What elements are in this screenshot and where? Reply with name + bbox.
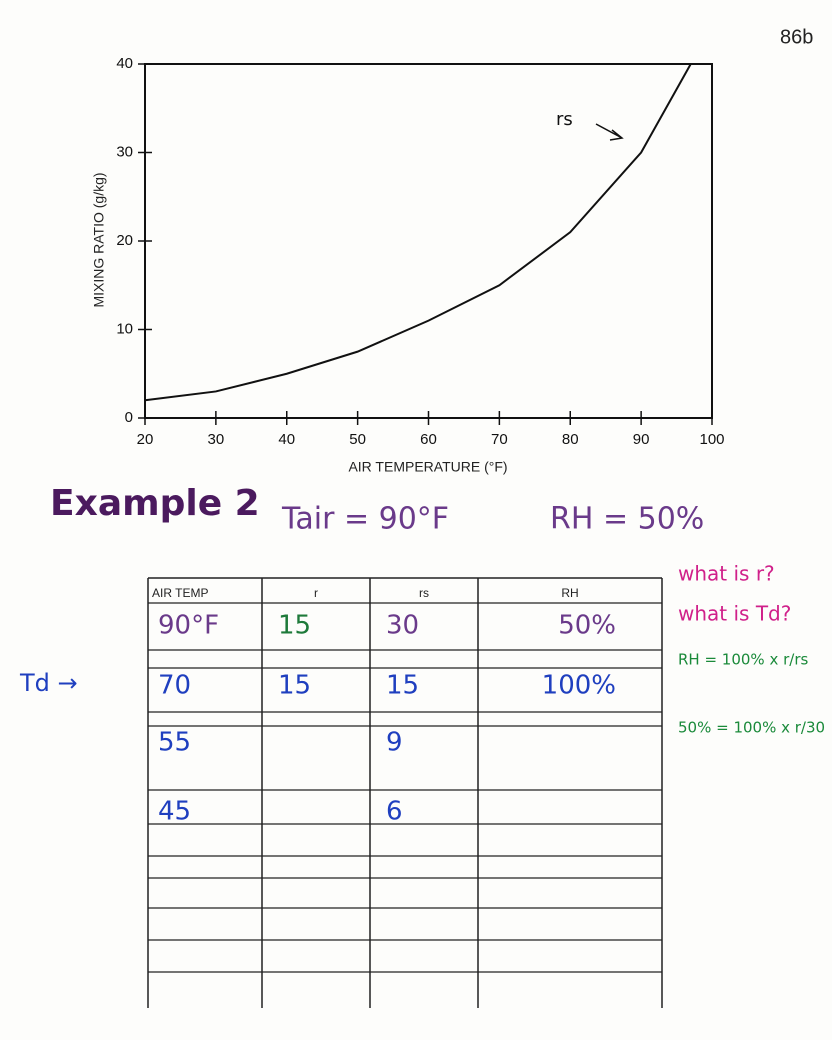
x-tick-label: 50 (349, 431, 366, 448)
table-cell: 6 (386, 797, 403, 827)
y-axis-title: MIXING RATIO (g/kg) (91, 172, 107, 307)
example-title: Example 2 (50, 483, 260, 524)
table-cell: 9 (386, 728, 403, 758)
x-tick-label: 90 (633, 431, 650, 448)
table-cell: 90°F (158, 611, 219, 641)
x-tick-label: 20 (137, 431, 154, 448)
x-axis-title: AIR TEMPERATURE (°F) (348, 459, 507, 475)
page-number: 86b (780, 26, 813, 48)
table-cell: 70 (158, 671, 191, 701)
table-cell: 45 (158, 797, 191, 827)
y-tick-label: 30 (116, 143, 133, 160)
equation: RH = 100% x r/rs (678, 651, 808, 669)
table-header: r (314, 586, 318, 600)
table-header: RH (561, 586, 578, 600)
curve-arrow (595, 123, 624, 141)
equation: 50% = 100% x r/30 (678, 719, 825, 737)
note: what is r? (678, 562, 775, 586)
table-cell: 15 (278, 611, 311, 641)
table-header: rs (419, 586, 429, 600)
example-tair: Tair = 90°F (281, 502, 449, 537)
x-tick-label: 40 (278, 431, 295, 448)
curve-label: rs (556, 109, 573, 130)
table: AIR TEMP r rs RH 90°F 15 30 50% 70 15 15 100% 55 9 45 6 (147, 577, 663, 1008)
y-tick-label: 40 (116, 55, 133, 72)
curve (144, 63, 692, 402)
example-rh: RH = 50% (550, 502, 704, 537)
table-cell: 50% (558, 611, 616, 641)
x-tick-label: 80 (562, 431, 579, 448)
table-cell: 15 (386, 671, 419, 701)
y-tick-label: 0 (125, 409, 133, 426)
x-tick-label: 60 (420, 431, 437, 448)
table-cell: 100% (542, 671, 616, 701)
y-tick-label: 20 (116, 232, 133, 249)
note: what is Td? (678, 602, 791, 626)
x-tick-label: 100 (699, 431, 724, 448)
x-tick-label: 70 (491, 431, 508, 448)
x-tick-label: 30 (208, 431, 225, 448)
y-tick-label: 10 (116, 320, 133, 337)
td-label: Td → (19, 669, 78, 697)
table-cell: 30 (386, 611, 419, 641)
table-cell: 15 (278, 671, 311, 701)
table-cell: 55 (158, 728, 191, 758)
table-header: AIR TEMP (152, 586, 208, 600)
